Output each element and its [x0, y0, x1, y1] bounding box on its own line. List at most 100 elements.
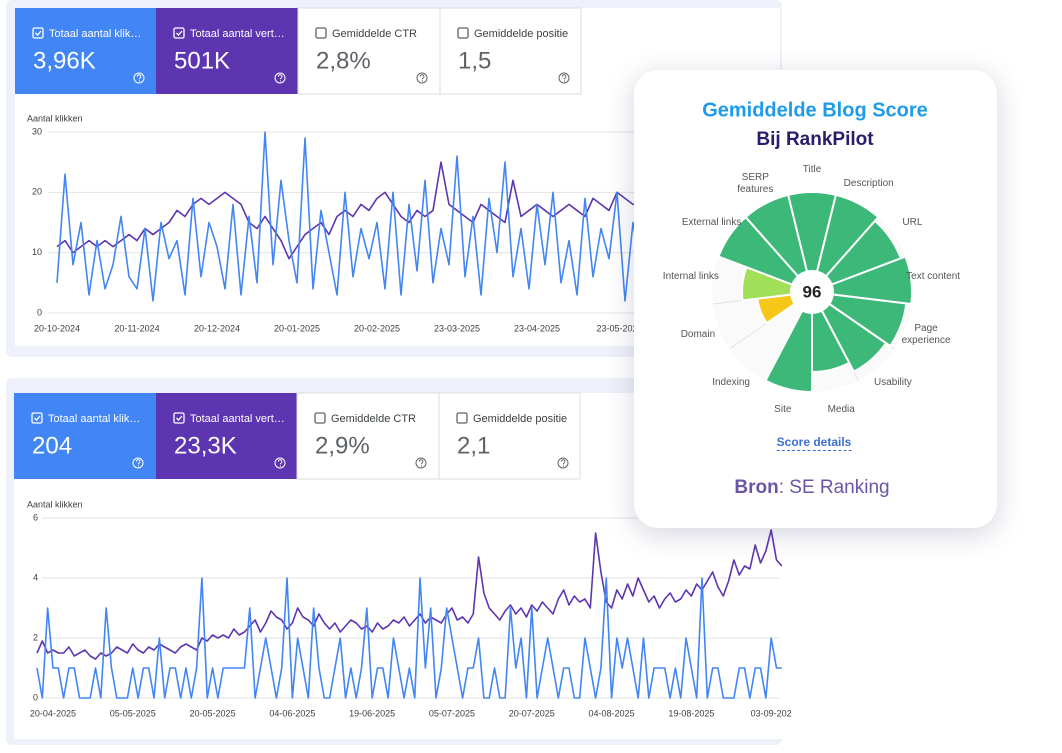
- polar-wedge: [811, 291, 908, 348]
- checkbox: [456, 412, 468, 424]
- metric-card: [15, 8, 156, 94]
- x-tick-label: 23-04-2025: [514, 323, 560, 333]
- metric-value: 2,1: [457, 432, 490, 459]
- polar-label: Indexing: [712, 377, 750, 389]
- metric-card: [296, 392, 440, 480]
- help-dot: [421, 80, 424, 82]
- metric-card: [14, 393, 156, 479]
- polar-label: Usability: [873, 377, 912, 389]
- help-icon: [132, 457, 144, 469]
- polar-wedge: [811, 193, 880, 293]
- polar-label: Domain: [680, 329, 716, 341]
- polar-chart: 96: [712, 191, 913, 394]
- checkbox: [173, 27, 185, 39]
- help-dot: [563, 80, 566, 82]
- checkbox: [31, 412, 43, 424]
- metric-value: 3,96K: [33, 47, 96, 74]
- checkmark: [35, 30, 42, 36]
- x-tick-label: 19-08-2025: [668, 708, 714, 718]
- help-icon: [558, 72, 570, 84]
- x-tick-label: 05-07-2025: [429, 708, 475, 718]
- polar-label: External links: [681, 216, 742, 228]
- metric-card: [156, 393, 297, 479]
- source: : SE Ranking: [778, 477, 890, 498]
- help-dot: [562, 465, 565, 467]
- help-dot: [138, 80, 141, 82]
- polar-wedge: [744, 193, 813, 293]
- help-glyph: [136, 74, 142, 80]
- polar-label: Text content: [906, 271, 961, 283]
- checkbox: [314, 412, 326, 424]
- metric-value: 23,3K: [174, 432, 237, 459]
- metric-value: 2,8%: [316, 47, 371, 74]
- checkmark: [34, 415, 41, 421]
- source-label: Bron: [734, 477, 779, 498]
- metric-card: [438, 392, 581, 480]
- metric-card: [439, 7, 582, 95]
- x-tick-label: 03-09-202: [751, 708, 792, 718]
- polar-label: Title: [802, 164, 822, 175]
- x-tick-label: 20-05-2025: [190, 708, 236, 718]
- polar-label: SERP features: [737, 171, 774, 195]
- help-dot: [420, 465, 423, 467]
- x-tick-label: 04-06-2025: [269, 708, 315, 718]
- score-value: 96: [803, 282, 822, 301]
- x-tick-label: 20-11-2024: [114, 323, 159, 333]
- x-tick-label: 19-06-2025: [349, 708, 395, 718]
- metric-value: 1,5: [458, 47, 491, 74]
- help-icon: [557, 457, 569, 469]
- polar-label: Page experience: [901, 323, 951, 347]
- metric-value: 2,9%: [315, 432, 370, 459]
- help-icon: [133, 72, 145, 84]
- polar-wedge: [811, 291, 888, 374]
- polar-wedge: [764, 291, 813, 394]
- polar-label: Media: [827, 404, 855, 416]
- metric-card: [297, 7, 441, 95]
- y-tick-label: 0: [33, 692, 38, 702]
- metric-label: Totaal aantal vert…: [190, 413, 285, 425]
- metric-label: Gemiddelde positie: [474, 28, 568, 40]
- source-line: Bron: SE Ranking: [734, 477, 889, 499]
- help-dot: [137, 465, 140, 467]
- x-tick-label: 20-07-2025: [509, 708, 555, 718]
- series-line: [56, 131, 650, 302]
- checkmark: [176, 415, 183, 421]
- metric-label: Totaal aantal klik…: [49, 28, 141, 40]
- y-tick-label: 30: [32, 126, 42, 136]
- y-axis-title: Aantal klikken: [27, 499, 83, 509]
- checkbox: [173, 412, 185, 424]
- y-tick-label: 0: [37, 307, 42, 317]
- help-glyph: [560, 459, 566, 465]
- help-glyph: [419, 74, 425, 80]
- y-tick-label: 2: [33, 632, 38, 642]
- y-tick-label: 20: [32, 187, 42, 197]
- polar-label: Internal links: [662, 271, 719, 283]
- help-glyph: [135, 459, 141, 465]
- x-tick-label: 05-05-2025: [110, 708, 156, 718]
- metric-label: Totaal aantal vert…: [190, 28, 285, 40]
- help-icon: [274, 72, 286, 84]
- polar-label: URL: [902, 216, 923, 228]
- metric-label: Totaal aantal klik…: [48, 413, 140, 425]
- help-dot: [279, 465, 282, 467]
- checkbox: [315, 27, 327, 39]
- card-title: Gemiddelde Blog Score: [702, 99, 928, 122]
- y-tick-label: 6: [33, 512, 38, 522]
- help-glyph: [418, 459, 424, 465]
- score-card: Gemiddelde Blog Score Bij RankPilot 96 S…: [634, 70, 997, 528]
- y-tick-label: 4: [33, 572, 38, 582]
- score-details-link[interactable]: Score details: [776, 435, 852, 451]
- checkmark: [176, 30, 183, 36]
- polar-wedge: [811, 255, 913, 306]
- score-circle: [790, 270, 834, 314]
- series-line: [36, 529, 783, 660]
- x-tick-label: 20-10-2024: [34, 323, 80, 333]
- metric-value: 501K: [174, 47, 230, 74]
- help-icon: [415, 457, 427, 469]
- help-glyph: [277, 74, 283, 80]
- metric-label: Gemiddelde CTR: [331, 413, 416, 425]
- help-glyph: [277, 459, 283, 465]
- x-tick-label: 20-04-2025: [30, 708, 76, 718]
- x-tick-label: 20-01-2025: [274, 323, 320, 333]
